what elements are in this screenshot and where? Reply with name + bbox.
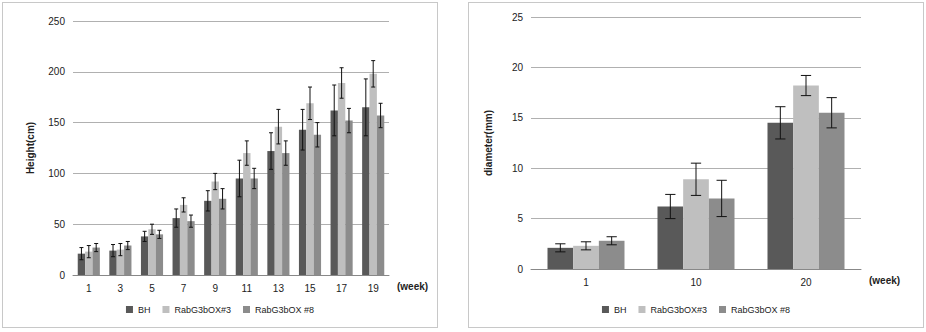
svg-text:15: 15	[304, 283, 316, 294]
svg-text:0: 0	[59, 270, 65, 281]
svg-text:250: 250	[48, 16, 65, 27]
svg-text:10: 10	[512, 163, 524, 174]
svg-text:20: 20	[512, 62, 524, 73]
svg-text:1: 1	[583, 277, 589, 288]
svg-text:17: 17	[336, 283, 348, 294]
svg-text:(week): (week)	[869, 275, 900, 286]
svg-text:11: 11	[242, 283, 253, 294]
svg-text:BH: BH	[138, 305, 151, 315]
svg-text:7: 7	[181, 283, 187, 294]
svg-text:(week): (week)	[397, 281, 428, 292]
svg-text:Height(cm): Height(cm)	[25, 122, 36, 174]
svg-text:19: 19	[368, 283, 380, 294]
svg-text:200: 200	[48, 66, 65, 77]
svg-text:RabG3bOX#3: RabG3bOX#3	[174, 305, 231, 315]
svg-text:RabG3bOX#3: RabG3bOX#3	[650, 305, 707, 315]
svg-text:9: 9	[212, 283, 218, 294]
svg-text:3: 3	[118, 283, 124, 294]
svg-text:RabG3bOX #8: RabG3bOX #8	[731, 305, 790, 315]
svg-text:15: 15	[512, 112, 524, 123]
svg-text:10: 10	[690, 277, 702, 288]
svg-text:BH: BH	[614, 305, 627, 315]
svg-text:25: 25	[512, 12, 524, 23]
svg-text:5: 5	[517, 213, 523, 224]
svg-text:100: 100	[48, 168, 65, 179]
svg-text:diameter(mm): diameter(mm)	[483, 110, 494, 176]
svg-text:150: 150	[48, 117, 65, 128]
svg-text:0: 0	[517, 264, 523, 275]
svg-text:RabG3bOX #8: RabG3bOX #8	[255, 305, 314, 315]
svg-text:13: 13	[273, 283, 285, 294]
svg-text:5: 5	[149, 283, 155, 294]
svg-text:50: 50	[54, 219, 66, 230]
svg-text:20: 20	[800, 277, 812, 288]
svg-text:1: 1	[86, 283, 92, 294]
